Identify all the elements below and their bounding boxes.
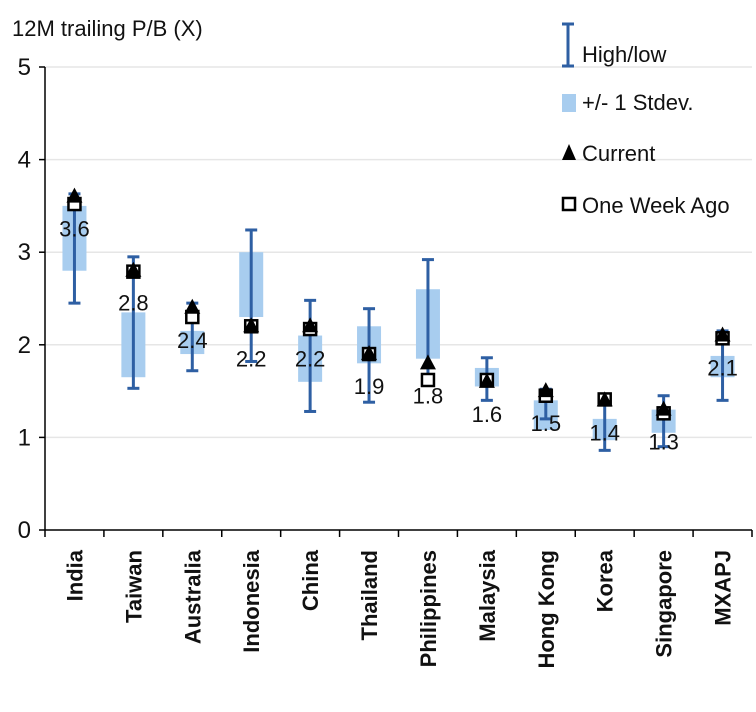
x-category-label-10: Singapore	[652, 550, 677, 658]
current-marker-1	[125, 261, 142, 277]
legend-week-ago-icon	[561, 196, 577, 212]
data-label-7: 1.6	[472, 402, 503, 427]
current-marker-9	[596, 391, 613, 407]
x-category-label-1: Taiwan	[121, 550, 146, 623]
y-tick-label: 0	[18, 517, 31, 544]
current-marker-8	[537, 382, 554, 398]
data-label-9: 1.4	[589, 420, 620, 445]
x-category-label-8: Hong Kong	[534, 550, 559, 669]
data-label-11: 2.1	[707, 356, 738, 381]
legend-label-week-ago: One Week Ago	[582, 193, 730, 218]
current-marker-0	[66, 187, 83, 203]
legend-stdev-icon	[562, 94, 576, 112]
y-tick-label: 2	[18, 332, 31, 359]
x-category-label-11: MXAPJ	[711, 550, 736, 626]
x-category-label-6: Philippines	[416, 550, 441, 667]
plot-area: 0 1 2 3 4 5 3.6 India 2.8 Taiwan 2.4 Australia 2.2 In…	[18, 54, 753, 669]
x-category-label-5: Thailand	[357, 550, 382, 640]
current-marker-5	[361, 345, 378, 361]
x-category-label-0: India	[62, 549, 87, 601]
y-tick-label: 4	[18, 147, 31, 174]
x-category-label-4: China	[298, 549, 323, 611]
current-marker-4	[302, 317, 319, 333]
x-category-label-2: Australia	[180, 549, 205, 644]
legend: High/low +/- 1 Stdev. Current One Week Ago	[561, 22, 730, 218]
x-category-label-7: Malaysia	[475, 549, 500, 641]
current-marker-3	[243, 317, 260, 333]
current-marker-6	[419, 354, 436, 370]
y-tick-label: 5	[18, 54, 31, 81]
data-label-10: 1.3	[648, 430, 679, 455]
x-category-label-9: Korea	[593, 549, 618, 612]
y-axis-title: 12M trailing P/B (X)	[12, 16, 203, 41]
current-marker-10	[655, 400, 672, 416]
data-label-4: 2.2	[295, 346, 326, 371]
week-ago-marker-6	[420, 372, 436, 388]
data-label-0: 3.6	[59, 217, 90, 242]
data-label-5: 1.9	[354, 374, 385, 399]
current-marker-11	[714, 326, 731, 342]
current-marker-2	[184, 298, 201, 314]
data-label-6: 1.8	[413, 383, 444, 408]
data-label-3: 2.2	[236, 346, 267, 371]
y-tick-label: 3	[18, 239, 31, 266]
y-tick-label: 1	[18, 424, 31, 451]
legend-label-high-low: High/low	[582, 42, 666, 67]
data-label-8: 1.5	[530, 411, 561, 436]
legend-label-stdev: +/- 1 Stdev.	[582, 90, 693, 115]
legend-current-icon	[562, 144, 576, 160]
data-label-1: 2.8	[118, 291, 149, 316]
current-marker-7	[478, 372, 495, 388]
data-label-2: 2.4	[177, 328, 208, 353]
x-category-label-3: Indonesia	[239, 549, 264, 652]
legend-label-current: Current	[582, 141, 655, 166]
